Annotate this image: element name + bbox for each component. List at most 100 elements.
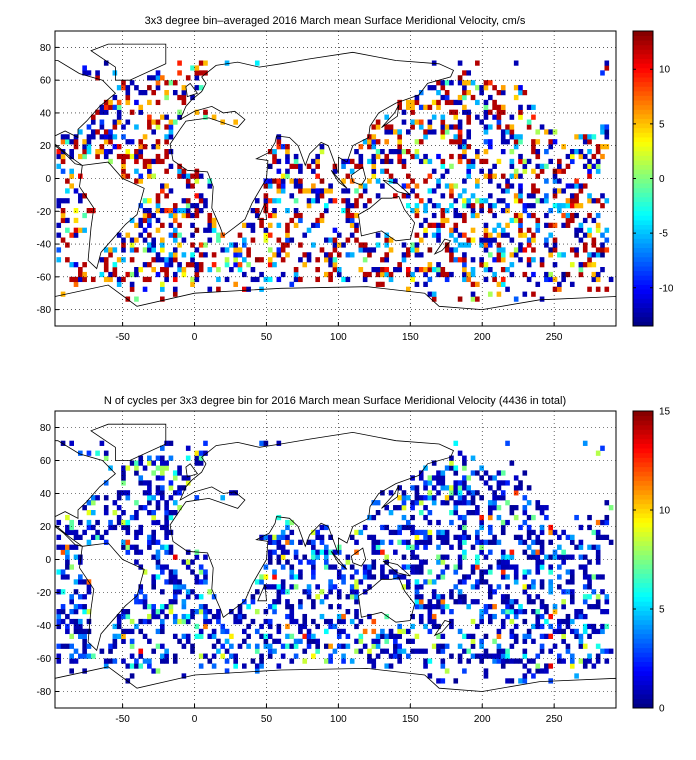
bin-cell	[496, 242, 502, 248]
bin-cell	[569, 658, 575, 664]
plot-frame	[54, 410, 617, 709]
bin-cell	[332, 247, 338, 253]
bin-cell	[487, 94, 493, 101]
bin-cell	[362, 524, 368, 531]
bin-cell	[194, 276, 200, 283]
coastline	[185, 82, 199, 98]
bin-cell	[384, 574, 390, 580]
bin-cell	[384, 638, 390, 644]
bin-cell	[134, 168, 139, 174]
bin-cell	[336, 267, 342, 273]
bin-cell	[207, 178, 213, 184]
bin-cell	[99, 257, 105, 263]
bin-cell	[60, 569, 66, 575]
bin-cell	[539, 549, 545, 555]
bin-cell	[548, 252, 554, 258]
bin-cell	[116, 505, 122, 511]
bin-cell	[431, 613, 437, 620]
bin-cell	[298, 604, 303, 610]
bin-cell	[155, 668, 161, 674]
bin-cell	[90, 276, 96, 283]
bin-cell	[164, 262, 169, 268]
bin-cell	[349, 168, 355, 174]
bin-cell	[129, 257, 135, 263]
bin-cell	[414, 149, 420, 155]
bin-cell	[483, 104, 489, 110]
bin-cell	[427, 158, 433, 165]
bin-cell	[177, 584, 182, 590]
bin-cell	[289, 609, 295, 615]
bin-cell	[557, 554, 562, 560]
colorbar-segment	[633, 638, 653, 644]
colorbar-segment	[633, 568, 653, 574]
bin-cell	[561, 618, 566, 625]
bin-cell	[86, 510, 92, 516]
colorbar-segment	[633, 582, 653, 588]
bin-cell	[280, 653, 286, 659]
bin-cell	[69, 262, 74, 268]
bin-cell	[578, 227, 584, 233]
bin-cell	[263, 633, 269, 639]
bin-cell	[125, 539, 131, 545]
bin-cell	[155, 75, 161, 81]
bin-cell	[470, 267, 476, 273]
bin-cell	[185, 564, 191, 570]
bin-cell	[108, 104, 113, 110]
bin-cell	[410, 549, 415, 555]
bin-cell	[116, 276, 122, 283]
bin-cell	[78, 534, 83, 540]
bin-cell	[380, 648, 385, 654]
bin-cell	[147, 114, 152, 120]
bin-cell	[78, 519, 83, 526]
bin-cell	[604, 514, 610, 521]
bin-cell	[164, 500, 169, 506]
bin-cell	[414, 247, 420, 253]
bin-cell	[116, 232, 122, 238]
bin-cell	[65, 628, 70, 635]
bin-cell	[267, 539, 273, 545]
bin-cell	[582, 262, 588, 268]
bin-cell	[518, 212, 523, 219]
bin-cell	[298, 257, 303, 263]
bin-cell	[336, 242, 342, 248]
bin-cell	[470, 599, 476, 605]
bin-cells-layer	[56, 440, 614, 684]
bin-cell	[328, 564, 333, 570]
bin-cell	[142, 227, 148, 233]
bin-cell	[254, 208, 260, 214]
bin-cell	[578, 643, 584, 649]
bin-cell	[358, 267, 364, 273]
bin-cell	[578, 222, 584, 228]
bin-cell	[276, 276, 282, 283]
colorbar-segment	[633, 485, 653, 491]
bin-cell	[336, 574, 342, 580]
bin-cell	[436, 529, 441, 536]
bin-cell	[354, 529, 359, 536]
bin-cell	[323, 618, 329, 625]
bin-cell	[436, 623, 441, 630]
bin-cell	[436, 574, 441, 580]
coastline	[433, 238, 452, 255]
colorbar-segment	[633, 452, 653, 458]
bin-cell	[587, 574, 592, 580]
bin-cell	[500, 529, 506, 536]
bin-cell	[492, 114, 497, 120]
y-tick-label: 0	[45, 555, 51, 566]
bin-cell	[172, 584, 178, 590]
bin-cell	[142, 90, 148, 96]
colorbar-segment	[633, 666, 653, 672]
bin-cell	[600, 648, 605, 654]
bin-cell	[319, 193, 325, 199]
bin-cell	[190, 94, 195, 101]
bin-cell	[440, 163, 446, 169]
bin-cell	[207, 286, 213, 292]
bin-cell	[151, 158, 156, 165]
bin-cell	[397, 495, 402, 501]
bin-cell	[224, 262, 230, 268]
bin-cell	[453, 485, 459, 491]
bin-cell	[82, 594, 87, 600]
bin-cell	[410, 276, 415, 283]
bin-cell	[427, 604, 433, 610]
bin-cell	[73, 589, 79, 595]
bin-cell	[276, 663, 282, 669]
